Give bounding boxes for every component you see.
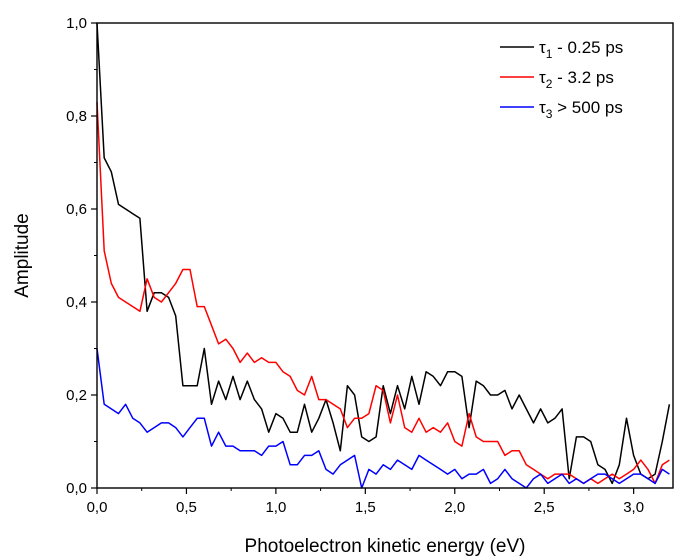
x-tick-label: 1,5	[355, 499, 376, 516]
x-axis-title: Photoelectron kinetic energy (eV)	[245, 536, 526, 557]
x-tick-label: 0,0	[87, 499, 108, 516]
x-tick-label: 3,0	[623, 499, 644, 516]
ticks-layer: 0,0 0,5 1,0 1,5 2,0 2,5 3,0 0,0 0,2 0,4 0,6 0,8 1,0	[66, 15, 644, 516]
x-tick-label: 2,0	[444, 499, 465, 516]
y-axis-title: Amplitude	[12, 213, 33, 298]
y-tick-label: 0,4	[66, 294, 87, 311]
series-layer	[96, 22, 671, 489]
y-tick-label: 1,0	[66, 15, 87, 32]
legend-label-1: τ1 - 0.25 ps	[539, 38, 623, 61]
x-tick-label: 0,5	[176, 499, 197, 516]
plot-frame	[96, 22, 674, 489]
legend-label-3: τ3 > 500 ps	[539, 98, 623, 121]
legend: τ1 - 0.25 ps τ2 - 3.2 ps τ3 > 500 ps	[500, 38, 623, 121]
series-line-1	[96, 22, 671, 485]
series-line-3	[96, 348, 670, 489]
x-tick-label: 2,5	[534, 499, 555, 516]
y-tick-label: 0,0	[66, 480, 87, 497]
x-tick-label: 1,0	[265, 499, 286, 516]
series-line-2	[96, 102, 670, 485]
y-tick-label: 0,8	[66, 108, 87, 125]
y-tick-label: 0,2	[66, 387, 87, 404]
y-tick-label: 0,6	[66, 201, 87, 218]
legend-label-2: τ2 - 3.2 ps	[539, 68, 614, 91]
